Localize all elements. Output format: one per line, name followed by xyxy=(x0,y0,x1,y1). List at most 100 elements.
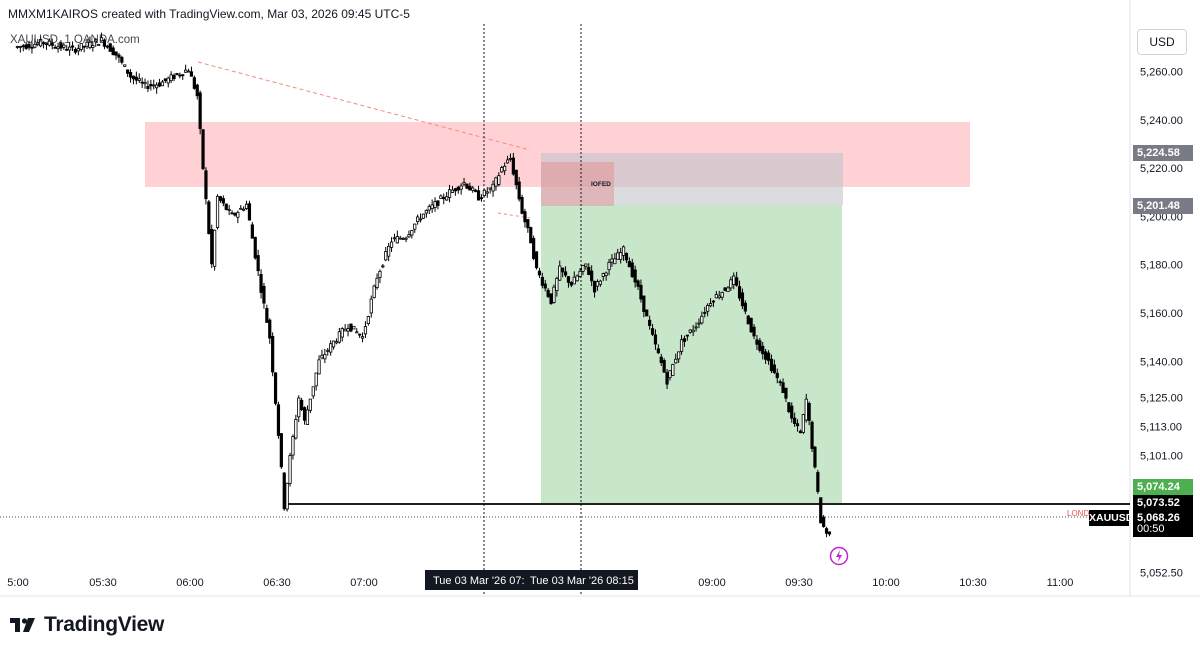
candle-body xyxy=(204,170,208,200)
currency-button[interactable]: USD xyxy=(1137,29,1187,55)
candle-body xyxy=(308,398,312,411)
candle-body xyxy=(285,482,289,510)
candle-body xyxy=(355,331,359,334)
candle-body xyxy=(172,74,176,80)
candle-body xyxy=(497,175,501,185)
candle-body xyxy=(279,433,283,468)
candle-body xyxy=(572,276,576,285)
candle-body xyxy=(671,364,675,376)
candle-body xyxy=(155,84,159,89)
candle-body xyxy=(534,251,539,269)
candle-body xyxy=(114,51,118,56)
candle-body xyxy=(740,292,745,307)
candle-body xyxy=(152,84,156,87)
candle-body xyxy=(160,81,165,87)
candle-body xyxy=(352,325,356,330)
candle-body xyxy=(595,281,600,287)
candle-body xyxy=(30,46,34,49)
y-tick-label: 5,125.00 xyxy=(1140,393,1183,405)
candle-body xyxy=(363,326,368,335)
candle-body xyxy=(259,273,263,293)
candle-body xyxy=(714,294,718,299)
candle-body xyxy=(358,333,362,336)
candle-body xyxy=(743,302,747,312)
low-price-tag: 5,073.52 xyxy=(1133,495,1193,511)
iofed-box[interactable] xyxy=(541,162,614,206)
candle-body xyxy=(474,189,478,192)
axis-separator xyxy=(0,0,1200,597)
candle-body xyxy=(433,201,437,208)
candle-body xyxy=(685,334,689,337)
candle-body xyxy=(555,277,559,292)
candle-body xyxy=(326,349,330,352)
position-target-area[interactable] xyxy=(541,205,842,503)
candle-body xyxy=(224,203,228,210)
candle-body xyxy=(213,229,217,267)
y-tick-label: 5,101.00 xyxy=(1140,450,1183,462)
candle-body xyxy=(592,280,597,293)
candle-body xyxy=(85,41,89,47)
candle-body xyxy=(146,86,150,89)
candle-body xyxy=(256,255,260,272)
candle-body xyxy=(39,39,43,47)
candle-body xyxy=(665,372,669,385)
position-stop-area[interactable] xyxy=(541,153,843,205)
candle-body xyxy=(798,430,803,434)
candle-body xyxy=(755,339,759,345)
candle-body xyxy=(706,305,710,312)
candle-body xyxy=(781,382,785,394)
candle-body xyxy=(604,272,608,276)
candle-body xyxy=(784,387,788,399)
dashed-trendline[interactable] xyxy=(197,61,531,151)
candle-body xyxy=(552,286,556,303)
iofed-label: IOFED xyxy=(591,181,611,188)
candle-body xyxy=(494,177,498,187)
candle-body xyxy=(233,213,237,216)
candle-body xyxy=(126,69,130,74)
candle-body xyxy=(436,200,440,206)
candle-body xyxy=(453,188,457,192)
candle-body xyxy=(439,195,443,199)
candle-body xyxy=(703,312,707,314)
y-tick-label: 5,240.00 xyxy=(1140,115,1183,127)
symbol-tag: XAUUSD xyxy=(1089,510,1134,526)
candle-body xyxy=(131,75,136,80)
candle-body xyxy=(653,334,658,345)
candle-body xyxy=(360,336,365,339)
lightning-icon[interactable] xyxy=(829,546,849,566)
crosshair-time-label-1: Tue 03 Mar '26 07: xyxy=(425,570,539,590)
candle-body xyxy=(520,197,524,214)
candle-body xyxy=(329,343,333,353)
candle-body xyxy=(758,340,762,351)
candle-body xyxy=(36,42,40,45)
candle-body xyxy=(688,329,692,333)
candle-body xyxy=(587,266,591,275)
candle-body xyxy=(201,129,205,170)
candle-body xyxy=(143,82,147,85)
candle-body xyxy=(302,407,307,421)
candle-body xyxy=(801,414,805,433)
candle-body xyxy=(584,263,588,267)
stop-price-tag: 5,201.48 xyxy=(1133,198,1193,214)
candle-body xyxy=(242,208,246,211)
candle-body xyxy=(207,201,211,234)
candle-body xyxy=(343,328,347,332)
candle-body xyxy=(532,238,536,259)
x-tick-label: 09:00 xyxy=(698,577,726,589)
candle-body xyxy=(517,181,521,200)
candle-body xyxy=(537,270,542,276)
candle-series[interactable] xyxy=(15,32,832,538)
candle-body xyxy=(175,73,179,75)
candle-body xyxy=(503,165,507,172)
candle-body xyxy=(404,237,408,240)
candle-body xyxy=(679,339,684,352)
candle-body xyxy=(311,386,315,397)
svg-text:Tue 03 Mar '26 08:15: Tue 03 Mar '26 08:15 xyxy=(530,575,634,587)
candle-body xyxy=(41,42,46,45)
candle-body xyxy=(659,356,663,364)
candle-body xyxy=(268,319,272,339)
candle-body xyxy=(769,358,774,372)
candle-body xyxy=(630,262,634,278)
candle-body xyxy=(485,191,489,194)
